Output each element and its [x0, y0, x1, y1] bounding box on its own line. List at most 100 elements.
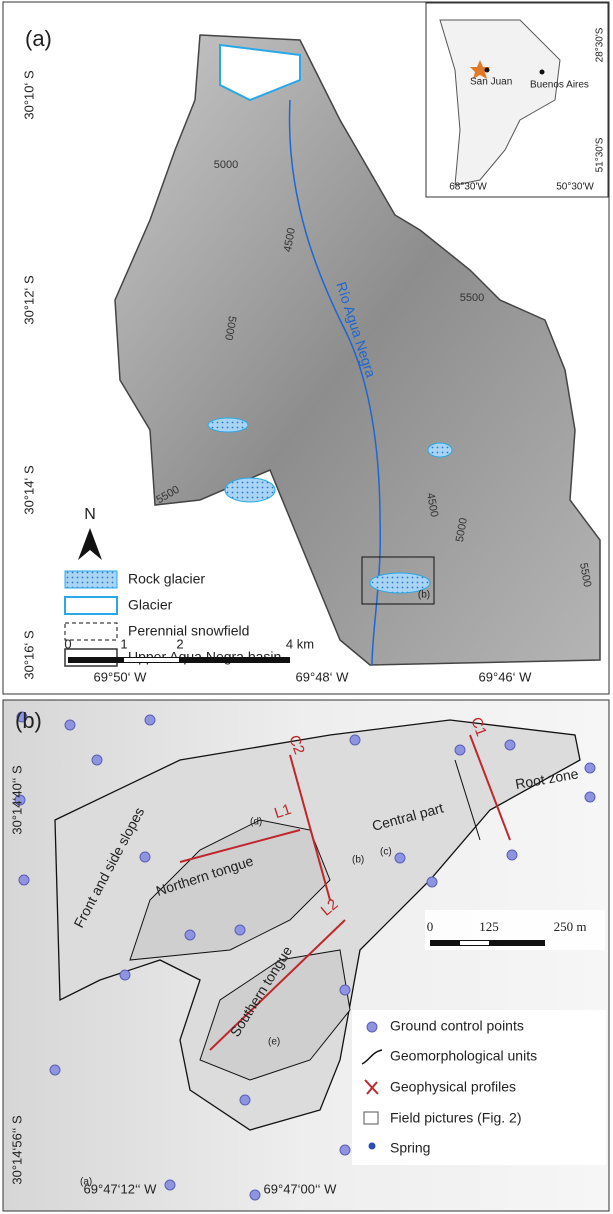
contour-label: 5000	[454, 517, 470, 543]
gcp	[16, 711, 28, 723]
legend-label: Ground control points	[390, 1018, 524, 1034]
glacier	[219, 43, 301, 102]
contour-label: 5000	[214, 159, 238, 171]
gcp	[426, 876, 438, 888]
picture-label: (c)	[380, 847, 392, 858]
profile-label: C1	[467, 715, 490, 739]
inset-lat-label: 51°30'S	[595, 137, 606, 172]
gcp	[18, 874, 30, 886]
gcp	[64, 719, 76, 731]
legend-swatch	[64, 596, 118, 615]
scale-bar	[124, 658, 179, 662]
legend-swatch	[366, 1021, 378, 1033]
scale-label: 2	[176, 636, 183, 651]
legend-swatch	[64, 622, 118, 641]
legend-swatch	[361, 1049, 383, 1065]
inset-lon-label: 50°30'W	[556, 182, 594, 193]
panel-a: (a) 30°10‘ S 30°12‘ S 30°14‘ S 30°16‘ S …	[2, 1, 610, 695]
gcp	[349, 734, 361, 746]
legend-swatch	[364, 1079, 379, 1095]
gcp	[139, 851, 151, 863]
north-arrow	[78, 528, 102, 560]
lat-label: 30°16‘ S	[21, 630, 36, 680]
scale-label: 1	[120, 636, 127, 651]
gcp	[584, 791, 596, 803]
detail-box	[361, 556, 435, 605]
gcp	[394, 852, 406, 864]
gcp	[239, 1094, 251, 1106]
legend-label: Perennial snowfield	[128, 623, 249, 639]
lon-label: 69°47‘12‘‘ W	[84, 1181, 158, 1196]
lon-label: 69°50‘ W	[94, 669, 148, 684]
unit-outline	[199, 949, 351, 1081]
panel-label: (a)	[25, 26, 52, 51]
scale-label: 0	[427, 919, 434, 934]
legend-label: Field pictures (Fig. 2)	[390, 1110, 521, 1126]
gcp	[234, 924, 246, 936]
gcp	[144, 714, 156, 726]
gcp	[584, 762, 596, 774]
legend-swatch	[64, 570, 118, 589]
ground-control-points	[14, 711, 596, 1201]
gcp	[249, 1189, 261, 1201]
gcp	[49, 1064, 61, 1076]
lat-label: 30°14‘40‘‘ S	[9, 765, 24, 835]
panel-b: (b) 30°14‘40‘‘ S 30°14‘56‘‘ S 69°47‘12‘‘…	[2, 699, 610, 1212]
profile-line	[209, 919, 346, 1051]
rock-glacier	[207, 417, 249, 433]
profile-line	[179, 829, 301, 863]
legend-label: Spring	[390, 1140, 430, 1156]
lon-label: 69°48‘ W	[296, 669, 350, 684]
legend-label: Geophysical profiles	[390, 1079, 516, 1095]
scale-label: 250 m	[554, 919, 587, 934]
legend-swatch	[368, 1142, 376, 1150]
profile-line	[289, 754, 331, 901]
contour-label: 5000	[222, 315, 238, 341]
rock-glacier	[369, 572, 431, 594]
contour-label: 4500	[282, 227, 298, 253]
unit-outline	[54, 719, 581, 1131]
gcp	[504, 739, 516, 751]
legend-label: Rock glacier	[128, 571, 205, 587]
lon-label: 69°46‘ W	[479, 669, 533, 684]
legend-swatch	[363, 1111, 379, 1125]
scale-bar	[460, 941, 489, 945]
contour-label: 5500	[460, 292, 484, 304]
rock-glacier	[224, 477, 276, 503]
gcp	[454, 744, 466, 756]
gcp	[119, 969, 131, 981]
lat-label: 30°12‘ S	[21, 275, 36, 325]
scale-label: 4 km	[286, 636, 314, 651]
profile-label: L1	[272, 801, 293, 822]
profile-label: C2	[285, 733, 308, 757]
gcp	[91, 754, 103, 766]
inset-lat-label: 28°30'S	[595, 27, 606, 62]
lat-label: 30°10‘ S	[21, 70, 36, 120]
scale-label: 0	[64, 636, 71, 651]
scale-label: 125	[479, 919, 499, 934]
gcp	[184, 929, 196, 941]
legend-label: Geomorphological units	[390, 1048, 537, 1064]
north-label: N	[84, 506, 96, 523]
inset-lon-label: 68°30'W	[449, 182, 487, 193]
profile-line	[469, 734, 511, 841]
gcp	[339, 1144, 351, 1156]
lat-label: 30°14‘56‘‘ S	[9, 1115, 24, 1185]
city-label: Buenos Aires	[530, 80, 589, 91]
legend-label: Glacier	[128, 597, 173, 613]
gcp	[14, 794, 26, 806]
panel-label: (b)	[15, 708, 42, 733]
contour-label: 4500	[424, 492, 440, 518]
city-label: San Juan	[470, 77, 512, 88]
picture-label: (e)	[268, 1037, 280, 1048]
basin-outline	[114, 34, 601, 666]
city-dot	[484, 67, 490, 73]
detail-box-label: (b)	[418, 590, 430, 601]
unit-boundary	[454, 759, 481, 841]
picture-label: (a)	[80, 1177, 92, 1188]
inset-star	[470, 60, 490, 79]
picture-label: (d)	[250, 817, 262, 828]
lon-label: 69°47‘00‘‘ W	[264, 1181, 338, 1196]
gcp	[506, 849, 518, 861]
gcp	[339, 984, 351, 996]
